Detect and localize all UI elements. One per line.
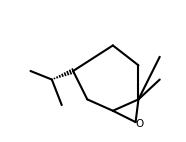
Text: O: O: [136, 119, 144, 129]
